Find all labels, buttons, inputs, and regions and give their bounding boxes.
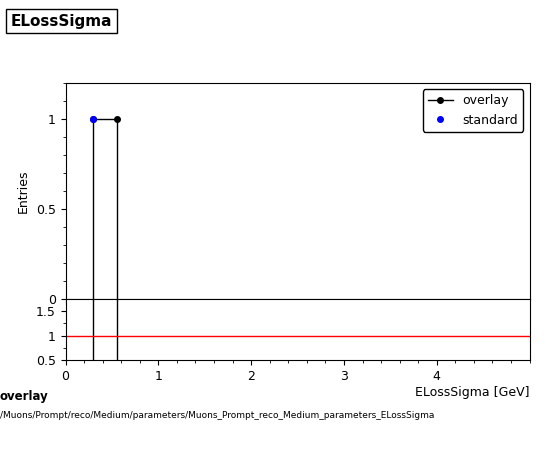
Text: ELossSigma: ELossSigma: [11, 14, 112, 29]
Text: /Muons/Prompt/reco/Medium/parameters/Muons_Prompt_reco_Medium_parameters_ELossSi: /Muons/Prompt/reco/Medium/parameters/Muo…: [0, 411, 435, 420]
Legend: overlay, standard: overlay, standard: [423, 90, 524, 132]
overlay: [90, 116, 97, 122]
Y-axis label: Entries: Entries: [17, 169, 30, 213]
Text: overlay: overlay: [0, 390, 49, 403]
X-axis label: ELossSigma [GeV]: ELossSigma [GeV]: [415, 386, 530, 399]
overlay: [114, 116, 120, 122]
Line: overlay: overlay: [91, 116, 120, 122]
